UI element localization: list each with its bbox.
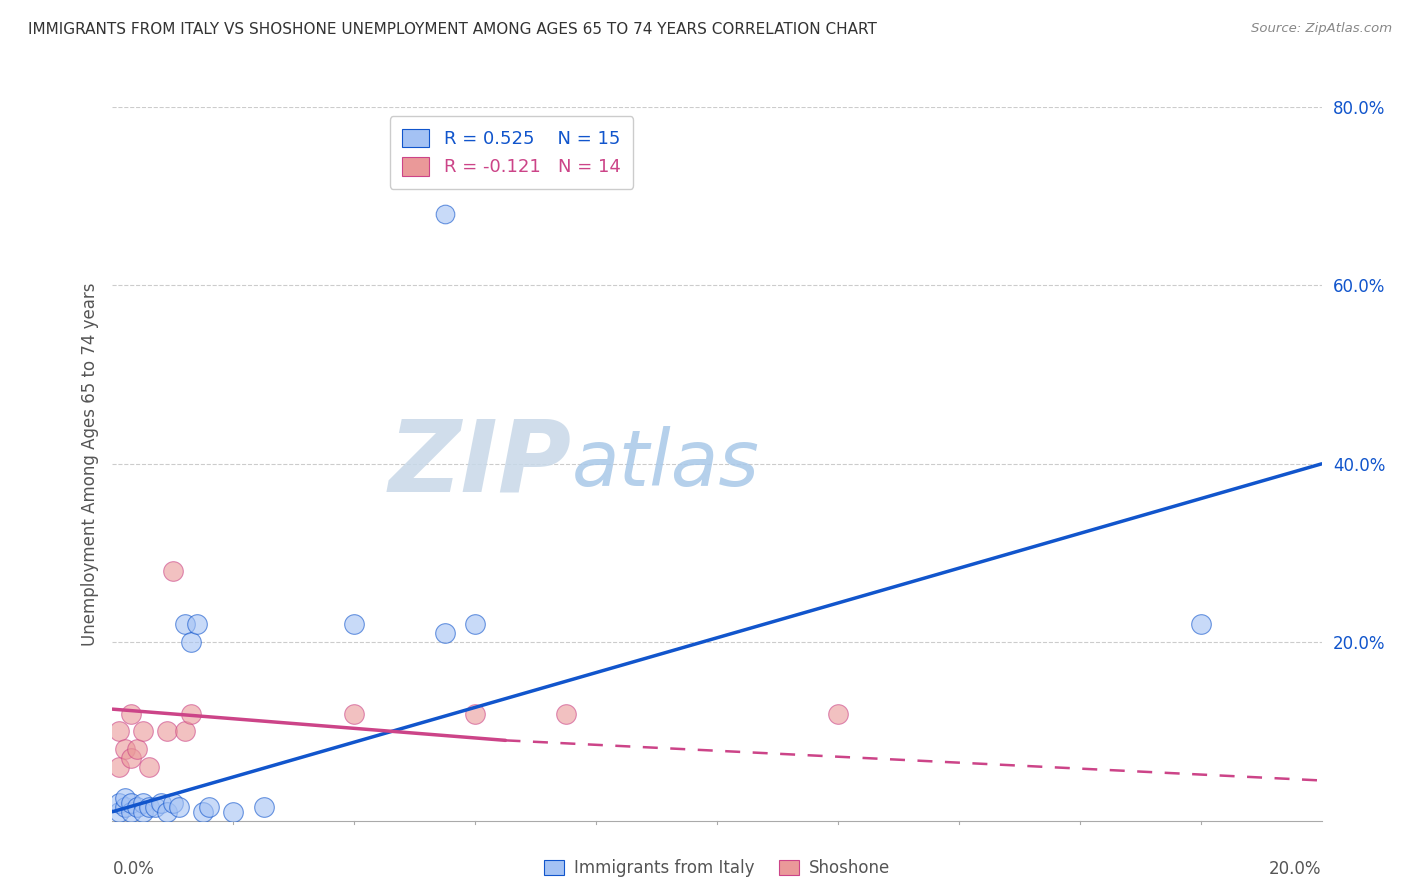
Point bbox=[343, 617, 366, 632]
Point bbox=[107, 760, 129, 774]
Point bbox=[120, 751, 142, 765]
Point bbox=[554, 706, 576, 721]
Point bbox=[162, 564, 184, 578]
Text: atlas: atlas bbox=[572, 425, 759, 502]
Point bbox=[107, 796, 129, 810]
Point bbox=[827, 706, 849, 721]
Point bbox=[180, 706, 202, 721]
Point bbox=[464, 617, 486, 632]
Point bbox=[114, 791, 136, 805]
Point bbox=[149, 796, 172, 810]
Legend: Immigrants from Italy, Shoshone: Immigrants from Italy, Shoshone bbox=[537, 853, 897, 884]
Point bbox=[132, 724, 155, 739]
Point bbox=[156, 805, 179, 819]
Point bbox=[114, 800, 136, 814]
Point bbox=[343, 706, 366, 721]
Point bbox=[156, 724, 179, 739]
Point bbox=[162, 796, 184, 810]
Point bbox=[464, 706, 486, 721]
Point bbox=[138, 800, 160, 814]
Text: 20.0%: 20.0% bbox=[1270, 860, 1322, 878]
Point bbox=[433, 626, 456, 640]
Point bbox=[120, 796, 142, 810]
Point bbox=[186, 617, 208, 632]
Text: 0.0%: 0.0% bbox=[112, 860, 155, 878]
Point bbox=[1189, 617, 1212, 632]
Point bbox=[143, 800, 166, 814]
Point bbox=[132, 796, 155, 810]
Point bbox=[107, 724, 129, 739]
Point bbox=[174, 724, 197, 739]
Text: ZIP: ZIP bbox=[389, 416, 572, 512]
Point bbox=[132, 805, 155, 819]
Point bbox=[174, 617, 197, 632]
Point bbox=[191, 805, 214, 819]
Point bbox=[253, 800, 276, 814]
Point bbox=[433, 207, 456, 221]
Point bbox=[167, 800, 190, 814]
Y-axis label: Unemployment Among Ages 65 to 74 years: Unemployment Among Ages 65 to 74 years bbox=[80, 282, 98, 646]
Point bbox=[107, 805, 129, 819]
Point bbox=[120, 706, 142, 721]
Point bbox=[120, 805, 142, 819]
Point bbox=[198, 800, 221, 814]
Text: IMMIGRANTS FROM ITALY VS SHOSHONE UNEMPLOYMENT AMONG AGES 65 TO 74 YEARS CORRELA: IMMIGRANTS FROM ITALY VS SHOSHONE UNEMPL… bbox=[28, 22, 877, 37]
Point bbox=[125, 800, 148, 814]
Point bbox=[114, 742, 136, 756]
Point bbox=[180, 635, 202, 649]
Text: Source: ZipAtlas.com: Source: ZipAtlas.com bbox=[1251, 22, 1392, 36]
Point bbox=[125, 742, 148, 756]
Point bbox=[138, 760, 160, 774]
Point bbox=[222, 805, 245, 819]
